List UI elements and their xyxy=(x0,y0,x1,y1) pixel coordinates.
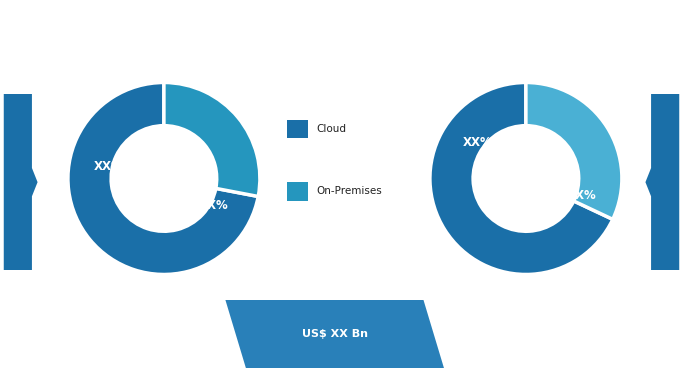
Bar xyxy=(47,308,57,356)
Wedge shape xyxy=(526,82,622,219)
Wedge shape xyxy=(430,82,613,275)
Text: Cloud: Cloud xyxy=(316,124,346,134)
Text: MARKET SHARE- 2030: MARKET SHARE- 2030 xyxy=(663,135,671,229)
Bar xyxy=(23,329,32,356)
Bar xyxy=(287,120,308,138)
Text: CAGR (2022–2030): CAGR (2022–2030) xyxy=(438,329,540,339)
Bar xyxy=(287,182,308,201)
Text: US$ XX Bn: US$ XX Bn xyxy=(302,329,367,339)
Bar xyxy=(10,339,20,356)
Text: XX%: XX% xyxy=(620,325,663,343)
Polygon shape xyxy=(225,300,444,368)
Bar xyxy=(35,318,44,356)
Wedge shape xyxy=(164,82,260,197)
Text: Incremental Growth –Cloud: Incremental Growth –Cloud xyxy=(52,329,221,339)
Text: XX%: XX% xyxy=(199,199,229,212)
Polygon shape xyxy=(4,94,38,270)
Text: MARKET BY DEPLOYMENT: MARKET BY DEPLOYMENT xyxy=(96,23,354,41)
Wedge shape xyxy=(68,82,258,275)
Text: On-Premises: On-Premises xyxy=(316,186,382,197)
Text: XX%: XX% xyxy=(567,189,596,202)
Text: XX%: XX% xyxy=(463,135,493,149)
Text: XX%: XX% xyxy=(94,160,123,173)
Polygon shape xyxy=(645,94,679,270)
Text: MARKET SHARE- 2022: MARKET SHARE- 2022 xyxy=(12,135,20,229)
